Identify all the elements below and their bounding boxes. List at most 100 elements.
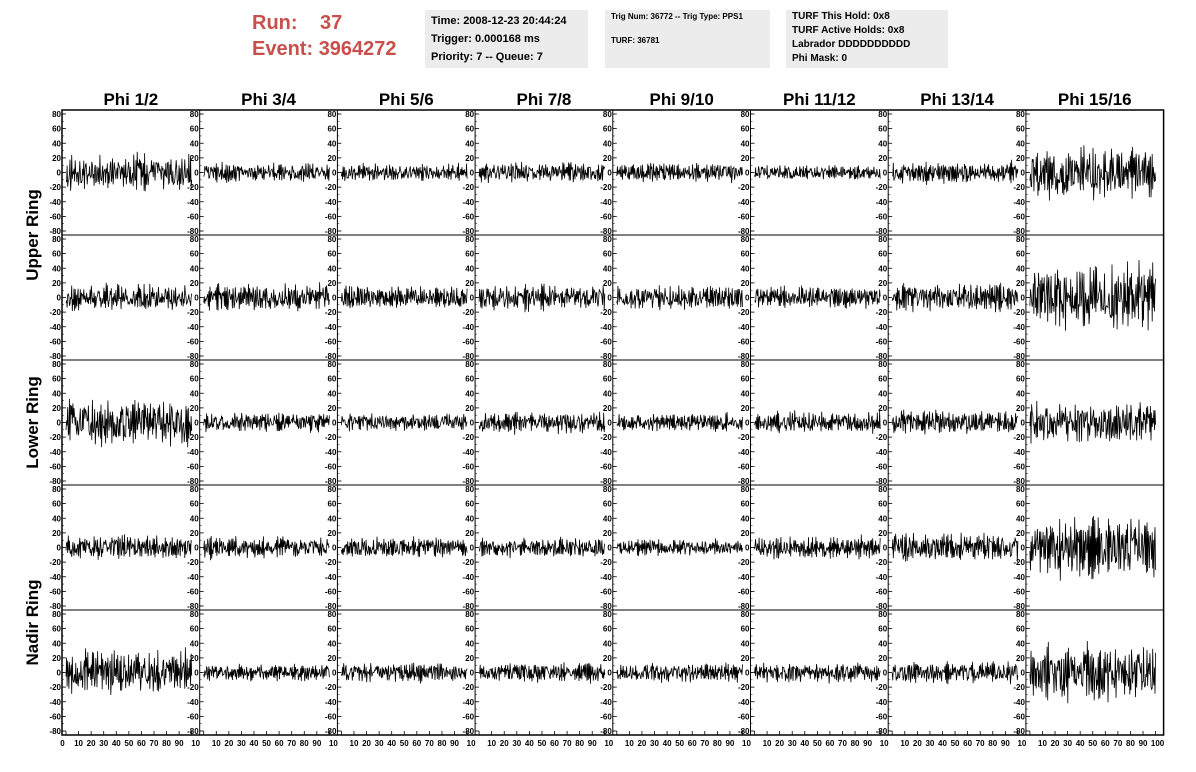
y-tick-label: -80 bbox=[463, 477, 475, 486]
y-tick-label: -20 bbox=[187, 683, 199, 692]
turf-active-line: TURF Active Holds: 0x8 bbox=[792, 25, 905, 36]
column-header: Phi 15/16 bbox=[1058, 90, 1132, 109]
y-tick-label: -80 bbox=[187, 727, 199, 736]
y-tick-label: 20 bbox=[878, 654, 887, 663]
y-tick-label: -40 bbox=[325, 198, 337, 207]
y-tick-label: 60 bbox=[190, 125, 199, 134]
y-tick-label: 40 bbox=[878, 389, 887, 398]
y-tick-label: 0 bbox=[57, 419, 62, 428]
waveform-panel: 80 60 40 20 0 -20 -40 -60 -80 bbox=[49, 110, 193, 236]
waveform-trace bbox=[616, 538, 743, 557]
y-tick-label: 40 bbox=[741, 264, 750, 273]
x-tick-label: 60 bbox=[963, 739, 972, 748]
y-tick-label: -40 bbox=[600, 323, 612, 332]
y-tick-label: 80 bbox=[327, 235, 336, 244]
y-tick-label: 0 bbox=[745, 544, 750, 553]
x-tick-label: 30 bbox=[237, 739, 246, 748]
y-tick-label: -40 bbox=[187, 448, 199, 457]
waveform-trace bbox=[65, 151, 193, 192]
x-tick-label: 80 bbox=[713, 739, 722, 748]
y-tick-label: -80 bbox=[463, 727, 475, 736]
y-tick-label: 0 bbox=[57, 544, 62, 553]
waveform-trace bbox=[616, 662, 743, 683]
y-tick-label: 80 bbox=[465, 485, 474, 494]
y-tick-label: -40 bbox=[738, 198, 750, 207]
y-tick-label: -80 bbox=[876, 227, 888, 236]
y-tick-label: 40 bbox=[1016, 139, 1025, 148]
x-tick-label: 10 bbox=[350, 739, 359, 748]
waveform-trace bbox=[616, 285, 743, 311]
x-tick-label: 80 bbox=[162, 739, 171, 748]
waveform-panel: 80 60 40 20 0 -20 -40 -60 -80 bbox=[463, 485, 606, 611]
y-tick-label: 80 bbox=[1016, 610, 1025, 619]
y-tick-label: 40 bbox=[878, 514, 887, 523]
y-tick-label: -40 bbox=[187, 698, 199, 707]
y-tick-label: 0 bbox=[332, 669, 337, 678]
y-tick-label: 20 bbox=[1016, 404, 1025, 413]
y-tick-label: 40 bbox=[603, 514, 612, 523]
waveform-trace bbox=[341, 662, 468, 684]
y-tick-label: 40 bbox=[327, 139, 336, 148]
event-label: Event: bbox=[252, 38, 314, 60]
y-tick-label: 0 bbox=[470, 544, 475, 553]
y-tick-label: -60 bbox=[187, 212, 199, 221]
y-tick-label: -40 bbox=[325, 698, 337, 707]
x-tick-label: 30 bbox=[375, 739, 384, 748]
y-tick-label: -80 bbox=[600, 477, 612, 486]
waveform-trace bbox=[478, 411, 606, 435]
y-tick-label: -80 bbox=[876, 352, 888, 361]
waveform-trace bbox=[754, 662, 881, 684]
y-tick-label: -80 bbox=[463, 227, 475, 236]
y-tick-label: 80 bbox=[741, 485, 750, 494]
y-tick-label: -60 bbox=[325, 462, 337, 471]
y-tick-label: 40 bbox=[52, 264, 61, 273]
y-tick-label: -60 bbox=[187, 587, 199, 596]
y-tick-label: -60 bbox=[1013, 212, 1025, 221]
y-tick-label: 40 bbox=[190, 514, 199, 523]
y-tick-label: 0 bbox=[57, 169, 62, 178]
y-tick-label: -60 bbox=[876, 462, 888, 471]
y-tick-label: -80 bbox=[187, 352, 199, 361]
y-tick-label: -20 bbox=[187, 558, 199, 567]
y-tick-label: 80 bbox=[878, 360, 887, 369]
y-tick-label: 20 bbox=[603, 279, 612, 288]
y-tick-label: 0 bbox=[745, 669, 750, 678]
y-tick-label: 60 bbox=[190, 500, 199, 509]
y-tick-label: -60 bbox=[600, 212, 612, 221]
y-tick-label: -80 bbox=[187, 602, 199, 611]
y-tick-label: 80 bbox=[190, 110, 199, 119]
y-tick-label: 0 bbox=[332, 294, 337, 303]
waveform-trace bbox=[891, 532, 1019, 563]
y-tick-label: 60 bbox=[327, 625, 336, 634]
y-tick-label: 80 bbox=[741, 110, 750, 119]
x-tick-label: 70 bbox=[976, 739, 985, 748]
x-tick-label: 80 bbox=[1126, 739, 1135, 748]
y-tick-label: -40 bbox=[325, 323, 337, 332]
y-tick-label: 60 bbox=[603, 375, 612, 384]
y-tick-label: -20 bbox=[187, 308, 199, 317]
y-tick-label: -40 bbox=[49, 198, 61, 207]
y-tick-label: -60 bbox=[49, 587, 61, 596]
y-tick-label: 20 bbox=[327, 404, 336, 413]
waveform-trace bbox=[891, 409, 1019, 435]
y-tick-label: 80 bbox=[603, 485, 612, 494]
x-tick-label: 60 bbox=[825, 739, 834, 748]
y-tick-label: -20 bbox=[738, 558, 750, 567]
column-header: Phi 1/2 bbox=[103, 90, 158, 109]
y-tick-label: 60 bbox=[465, 125, 474, 134]
y-tick-label: 40 bbox=[465, 639, 474, 648]
y-tick-label: 80 bbox=[741, 360, 750, 369]
y-tick-label: -60 bbox=[600, 712, 612, 721]
y-tick-label: 0 bbox=[470, 294, 475, 303]
waveform-panel: 80 60 40 20 0 -20 -40 -60 -80 bbox=[738, 110, 881, 236]
waveform-panel: 80 60 40 20 0 -20 -40 -60 -80 bbox=[49, 610, 193, 736]
y-tick-label: -80 bbox=[49, 227, 61, 236]
y-tick-label: -20 bbox=[876, 433, 888, 442]
phi-mask-line: Phi Mask: 0 bbox=[792, 53, 848, 64]
column-header: Phi 3/4 bbox=[241, 90, 296, 109]
x-tick-label: 20 bbox=[362, 739, 371, 748]
waveform-trace bbox=[203, 535, 330, 561]
waveform-panel: 80 60 40 20 0 -20 -40 -60 -80 bbox=[325, 235, 468, 361]
y-tick-label: -20 bbox=[463, 308, 475, 317]
waveform-trace bbox=[341, 285, 468, 309]
